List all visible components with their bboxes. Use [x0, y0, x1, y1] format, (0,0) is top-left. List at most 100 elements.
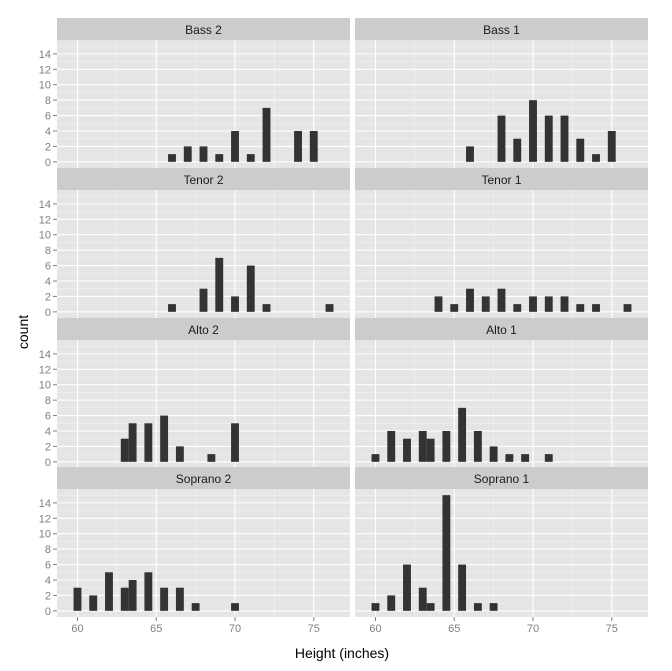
y-tick-label: 12 — [39, 214, 51, 226]
x-tick-label: 65 — [150, 623, 162, 635]
bar — [450, 304, 459, 312]
y-axis-title: count — [15, 315, 31, 349]
y-tick-label: 8 — [45, 95, 51, 107]
strip-label: Soprano 2 — [176, 472, 232, 486]
bar — [231, 603, 239, 611]
bar — [262, 107, 271, 162]
panel-background — [57, 340, 350, 468]
x-tick-label: 75 — [606, 623, 618, 635]
y-tick-label: 2 — [45, 291, 51, 303]
bar — [191, 603, 200, 611]
y-tick-label: 4 — [45, 426, 51, 438]
x-tick-label: 75 — [308, 623, 320, 635]
facet-soprano-2: Soprano 2 0 2 4 6 8 10 12 14 60 65 70 75 — [39, 467, 350, 635]
bar — [458, 564, 467, 611]
bar — [215, 154, 224, 162]
panel-background — [355, 340, 648, 468]
panel-background — [57, 489, 350, 617]
bar — [466, 146, 474, 162]
bar — [497, 288, 506, 312]
bar — [105, 572, 113, 611]
x-tick-label: 70 — [527, 623, 539, 635]
strip-label: Alto 2 — [188, 323, 219, 337]
bar — [489, 603, 498, 611]
y-tick-label: 12 — [39, 513, 51, 525]
y-tick-label: 10 — [39, 529, 51, 541]
y-tick-label: 8 — [45, 395, 51, 407]
panel-background — [355, 489, 648, 617]
bar — [231, 130, 239, 162]
bar — [215, 257, 224, 312]
y-tick-label: 0 — [45, 157, 51, 169]
bar — [371, 603, 380, 611]
bar — [199, 146, 208, 162]
y-tick-label: 4 — [45, 276, 51, 288]
facet-alto-2: Alto 2 0 2 4 6 8 10 12 14 — [39, 318, 350, 469]
y-tick-label: 0 — [45, 307, 51, 319]
bar — [426, 438, 435, 462]
y-tick-label: 14 — [39, 199, 51, 211]
bar — [513, 304, 522, 312]
y-tick-label: 10 — [39, 380, 51, 392]
strip-label: Tenor 2 — [183, 173, 223, 187]
strip-label: Bass 2 — [185, 23, 222, 37]
bar — [434, 296, 443, 312]
bar — [592, 304, 600, 312]
bar — [175, 446, 184, 462]
bar — [120, 587, 129, 611]
facet-tenor-2: Tenor 2 0 2 4 6 8 10 12 14 — [39, 168, 350, 319]
bar — [231, 296, 239, 312]
bar — [560, 115, 569, 162]
strip — [355, 168, 648, 190]
bar — [231, 423, 239, 462]
x-tick-label: 60 — [369, 623, 381, 635]
y-tick-label: 4 — [45, 126, 51, 138]
bar — [371, 454, 380, 462]
strip-label: Tenor 1 — [481, 173, 521, 187]
bar — [262, 304, 271, 312]
bar — [89, 595, 98, 611]
y-tick-label: 10 — [39, 80, 51, 92]
strip — [355, 18, 648, 40]
bar — [458, 407, 467, 462]
facet-bass-2: Bass 2 0 2 4 6 8 10 12 14 — [39, 18, 350, 169]
bar — [418, 587, 427, 611]
x-tick-label: 70 — [229, 623, 241, 635]
bar — [592, 154, 600, 162]
bar — [160, 415, 169, 462]
bar — [418, 430, 427, 462]
bar — [387, 595, 396, 611]
bar — [442, 495, 451, 611]
bar — [576, 304, 585, 312]
x-axis-title: Height (inches) — [295, 645, 389, 661]
y-tick-label: 12 — [39, 364, 51, 376]
x-tick-label: 60 — [71, 623, 83, 635]
bar — [144, 572, 153, 611]
bar — [521, 454, 530, 462]
bar — [168, 154, 176, 162]
bar — [489, 446, 498, 462]
strip-label: Bass 1 — [483, 23, 520, 37]
bar — [544, 296, 553, 312]
strip — [355, 467, 648, 489]
bar — [497, 115, 506, 162]
y-tick-label: 10 — [39, 230, 51, 242]
bar — [529, 296, 537, 312]
bar — [481, 296, 490, 312]
y-tick-label: 0 — [45, 457, 51, 469]
facet-alto-1: Alto 1 — [355, 318, 648, 468]
bar — [160, 587, 169, 611]
bar — [442, 430, 451, 462]
y-tick-label: 2 — [45, 441, 51, 453]
bar — [144, 423, 153, 462]
bar — [544, 115, 553, 162]
bar — [403, 438, 411, 462]
y-tick-label: 14 — [39, 498, 51, 510]
bar — [505, 454, 514, 462]
bar — [120, 438, 129, 462]
bar — [473, 430, 482, 462]
bar — [183, 146, 192, 162]
y-tick-label: 6 — [45, 111, 51, 123]
facet-tenor-1: Tenor 1 — [355, 168, 648, 318]
